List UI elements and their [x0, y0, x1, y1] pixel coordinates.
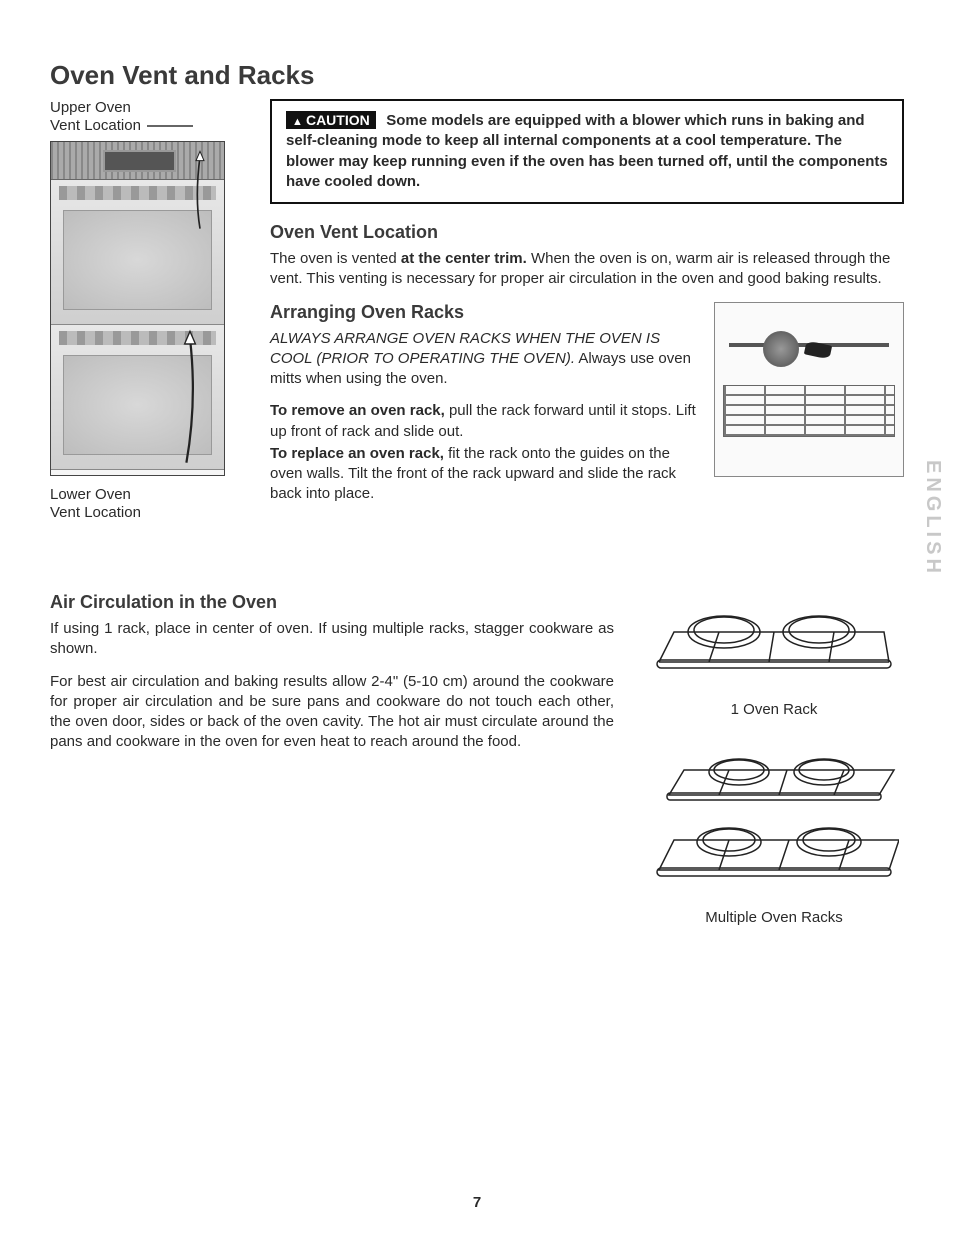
fan-blade-icon	[804, 340, 832, 359]
main-text-column: CAUTION Some models are equipped with a …	[270, 99, 904, 522]
air-circulation-text: Air Circulation in the Oven If using 1 r…	[50, 592, 614, 938]
replace-rack-paragraph: To replace an oven rack, fit the rack on…	[270, 444, 696, 505]
upper-vent-arrow-icon	[191, 150, 209, 230]
double-oven-illustration	[50, 141, 225, 476]
air-circulation-section: Air Circulation in the Oven If using 1 r…	[50, 592, 904, 938]
vent-diagram-column: Upper Oven Vent Location Lower Oven Vent…	[50, 99, 250, 522]
vent-location-heading: Oven Vent Location	[270, 222, 904, 243]
vent-location-paragraph: The oven is vented at the center trim. W…	[270, 249, 904, 290]
fan-icon	[763, 331, 799, 367]
single-rack-illustration	[649, 592, 899, 692]
arranging-racks-heading: Arranging Oven Racks	[270, 302, 696, 323]
language-tab: ENGLISH	[921, 460, 944, 577]
vent-text-a: The oven is vented	[270, 250, 401, 267]
upper-vent-label: Upper Oven Vent Location	[50, 99, 250, 135]
arranging-racks-row: Arranging Oven Racks ALWAYS ARRANGE OVEN…	[270, 302, 904, 517]
remove-rack-bold: To remove an oven rack,	[270, 402, 445, 419]
top-section: Upper Oven Vent Location Lower Oven Vent…	[50, 99, 904, 522]
arrow-line-icon	[145, 119, 195, 133]
lower-vent-label-line1: Lower Oven	[50, 486, 131, 503]
upper-vent-label-line1: Upper Oven	[50, 99, 131, 116]
oven-interior-illustration	[714, 302, 904, 477]
lower-vent-label: Lower Oven Vent Location	[50, 486, 250, 522]
air-circulation-heading: Air Circulation in the Oven	[50, 592, 614, 613]
vent-text-b: at the center trim.	[401, 250, 527, 267]
page-number: 7	[0, 1194, 954, 1211]
lower-vent-arrow-icon	[181, 322, 199, 472]
replace-rack-bold: To replace an oven rack,	[270, 445, 444, 462]
upper-vent-label-line2: Vent Location	[50, 117, 141, 134]
caution-text: Some models are equipped with a blower w…	[286, 112, 888, 190]
rack-figures-column: 1 Oven Rack Multiple Oven Racks	[644, 592, 904, 938]
single-rack-caption: 1 Oven Rack	[644, 701, 904, 718]
arranging-racks-text: Arranging Oven Racks ALWAYS ARRANGE OVEN…	[270, 302, 696, 517]
caution-badge: CAUTION	[286, 111, 376, 129]
arranging-racks-warning: ALWAYS ARRANGE OVEN RACKS WHEN THE OVEN …	[270, 329, 696, 390]
page-title: Oven Vent and Racks	[50, 60, 904, 91]
multiple-racks-illustration	[649, 730, 899, 900]
caution-box: CAUTION Some models are equipped with a …	[270, 99, 904, 204]
air-paragraph-2: For best air circulation and baking resu…	[50, 672, 614, 753]
lower-vent-label-line2: Vent Location	[50, 504, 141, 521]
remove-rack-paragraph: To remove an oven rack, pull the rack fo…	[270, 401, 696, 442]
multiple-racks-caption: Multiple Oven Racks	[644, 909, 904, 926]
air-paragraph-1: If using 1 rack, place in center of oven…	[50, 619, 614, 660]
